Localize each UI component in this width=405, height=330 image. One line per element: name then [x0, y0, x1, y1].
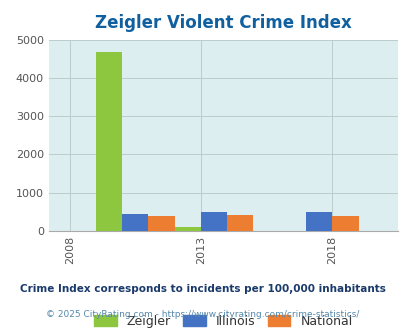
Bar — [305, 212, 331, 231]
Bar — [122, 214, 148, 231]
Title: Zeigler Violent Crime Index: Zeigler Violent Crime Index — [95, 15, 351, 32]
Bar — [331, 216, 358, 231]
Bar — [200, 212, 227, 231]
Legend: Zeigler, Illinois, National: Zeigler, Illinois, National — [89, 310, 357, 330]
Bar — [174, 227, 200, 231]
Text: Crime Index corresponds to incidents per 100,000 inhabitants: Crime Index corresponds to incidents per… — [20, 284, 385, 294]
Bar — [148, 216, 174, 231]
Text: © 2025 CityRating.com - https://www.cityrating.com/crime-statistics/: © 2025 CityRating.com - https://www.city… — [46, 310, 359, 319]
Bar — [96, 52, 122, 231]
Bar — [227, 215, 253, 231]
